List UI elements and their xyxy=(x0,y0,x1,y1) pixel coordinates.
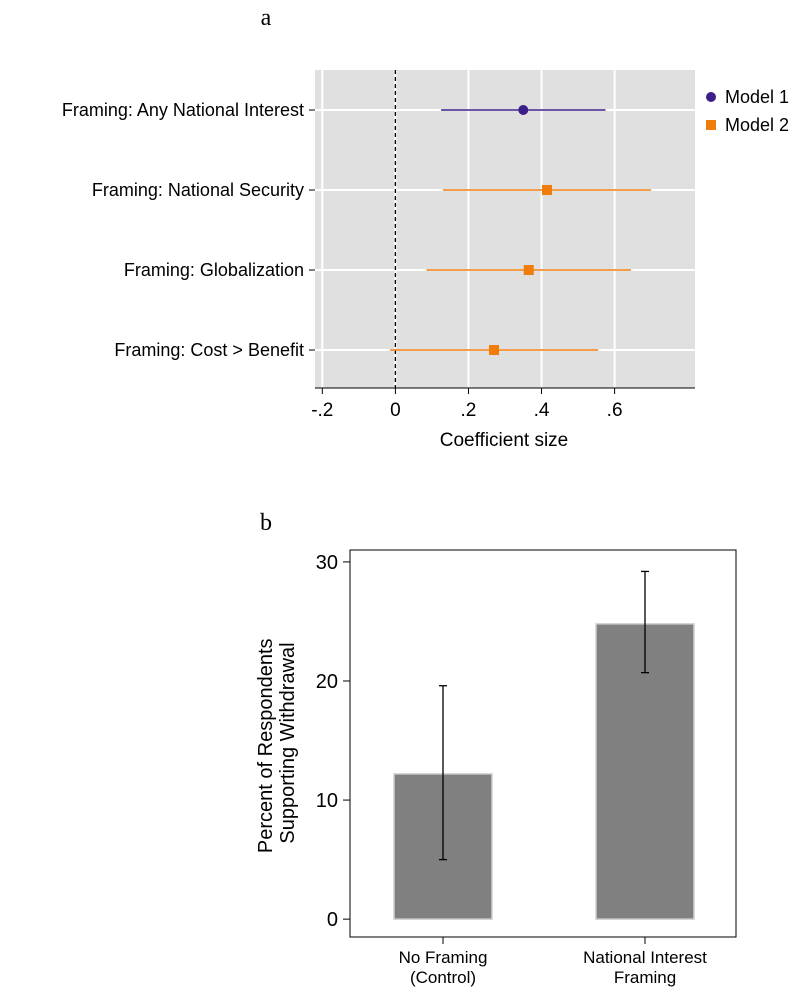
point-estimate xyxy=(542,185,553,195)
legend-marker xyxy=(706,120,716,130)
x-axis-title: Coefficient size xyxy=(440,430,569,451)
plot-b-y-axis: 0 10 20 30 xyxy=(316,552,350,931)
x-tick-label-line-2: Framing xyxy=(614,968,676,987)
plot-a-marks xyxy=(389,105,652,355)
x-tick-label: .4 xyxy=(534,400,550,421)
y-tick-label: Framing: Cost > Benefit xyxy=(114,340,304,360)
x-tick-label: 0 xyxy=(390,400,401,421)
y-axis-title: Percent of Respondents Supporting Withdr… xyxy=(255,633,299,853)
legend-marker xyxy=(706,92,716,102)
x-tick-label: -.2 xyxy=(311,400,333,421)
panel-b-label: b xyxy=(260,510,272,536)
x-tick-label-line-1: National Interest xyxy=(583,948,707,967)
plot-b-bars xyxy=(393,570,695,920)
legend: Model 1 Model 2 xyxy=(706,87,789,135)
point-estimate xyxy=(518,105,529,115)
y-tick-label: Framing: Any National Interest xyxy=(62,100,304,120)
plot-b-x-axis: No Framing(Control) National InterestFram… xyxy=(399,937,707,987)
panel-a-label: a xyxy=(261,5,272,31)
panel-a: a Framing: Any National InterestFraming:… xyxy=(62,5,789,451)
y-tick-label: Framing: National Security xyxy=(92,180,304,200)
y-axis-title-line-1: Percent of Respondents xyxy=(255,638,277,853)
y-tick-label: 30 xyxy=(316,552,338,574)
point-estimate xyxy=(523,265,534,275)
x-tick-label: .2 xyxy=(461,400,477,421)
x-tick-label-line-2: (Control) xyxy=(410,968,476,987)
y-tick-label: 0 xyxy=(327,909,338,931)
panel-b: b 0 10 20 30 No Framing(Control) National In… xyxy=(255,510,737,987)
x-tick-label: .6 xyxy=(607,400,623,421)
plot-a-x-axis: -.2 0 .2 .4 .6 xyxy=(311,387,695,421)
y-tick-label: 20 xyxy=(316,671,338,693)
x-tick-label-line-1: No Framing xyxy=(399,948,488,967)
y-axis-title-line-2: Supporting Withdrawal xyxy=(277,642,299,843)
plot-a-categories: Framing: Any National Interest Framing: N… xyxy=(62,100,315,360)
legend-label: Model 1 xyxy=(725,87,789,107)
legend-label: Model 2 xyxy=(725,115,789,135)
y-tick-label: 10 xyxy=(316,790,338,812)
plot-a-background xyxy=(315,70,695,388)
y-tick-label: Framing: Globalization xyxy=(124,260,304,280)
point-estimate xyxy=(489,345,500,355)
